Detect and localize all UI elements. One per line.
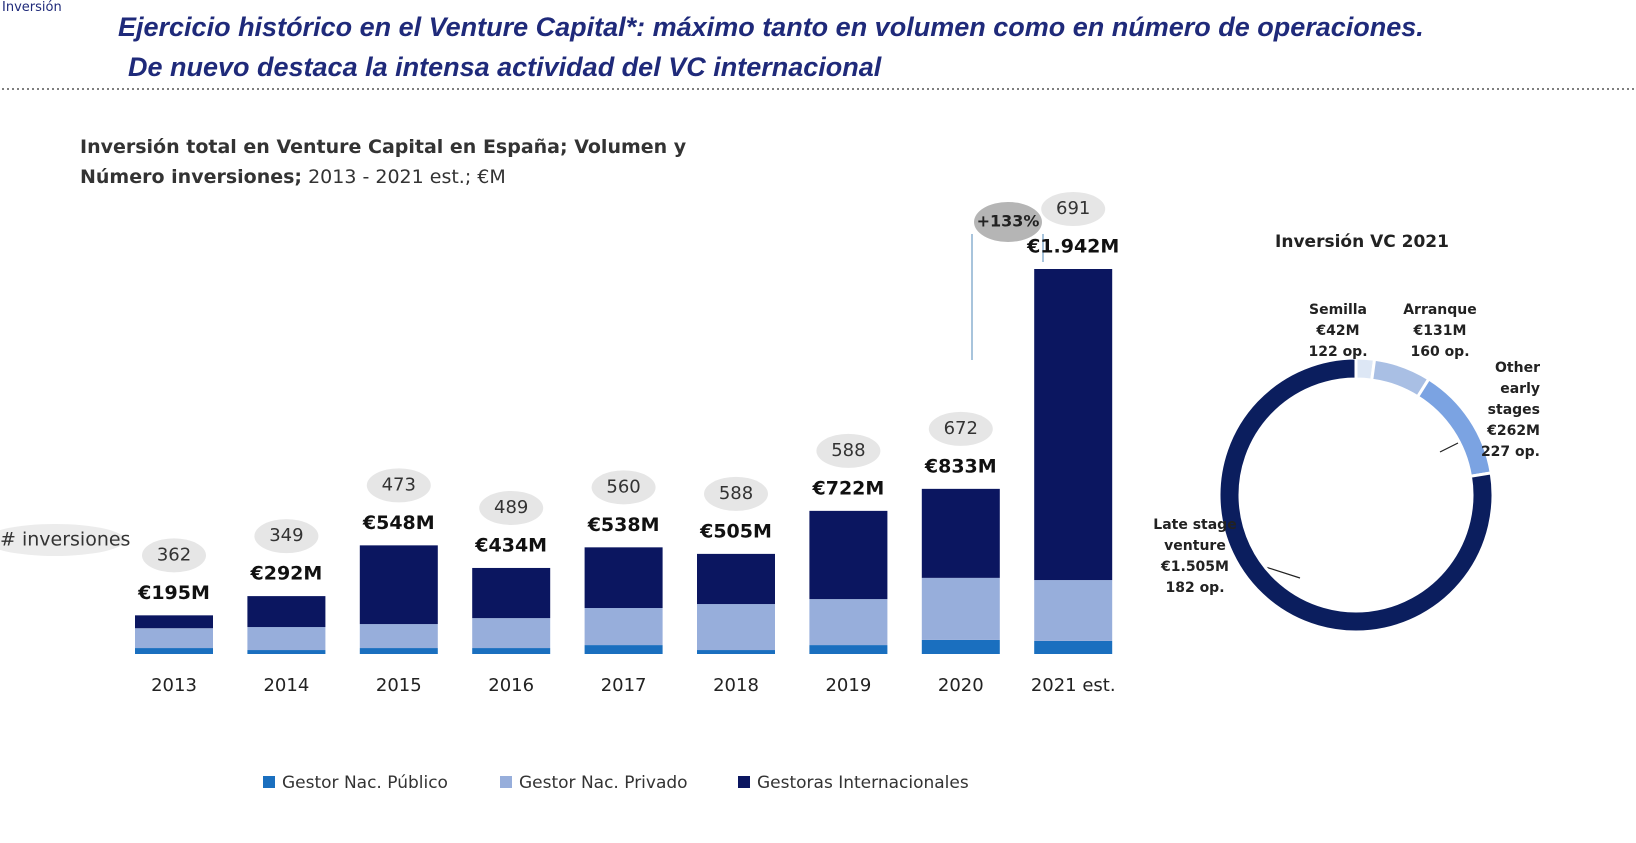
legend-swatch — [263, 776, 275, 788]
count-badge — [1041, 192, 1106, 226]
donut-label: Other early stages €262M 227 op. — [1478, 358, 1540, 463]
bar-segment — [1034, 580, 1113, 641]
bar-segment — [1034, 269, 1113, 581]
bar-segment — [584, 608, 663, 646]
count-badge — [816, 433, 881, 468]
bar-segment — [247, 650, 326, 654]
bar-segment — [697, 604, 775, 651]
x-tick-label: 2021 est. — [1031, 675, 1116, 696]
bar-segment — [809, 645, 888, 654]
operations-label: # inversiones — [0, 529, 130, 551]
bar-segment — [247, 596, 326, 628]
ops-label: 227 op. — [1480, 444, 1540, 460]
bar-segment — [135, 648, 213, 654]
x-tick-label: 2013 — [151, 675, 197, 696]
bar-segment — [809, 510, 888, 600]
chart-title: Inversión total en Venture Capital en Es… — [80, 132, 720, 192]
total-label: €833M — [924, 455, 997, 477]
count-badge — [479, 490, 544, 525]
donut-title: Inversión VC 2021 — [1275, 232, 1449, 252]
ops-label: 160 op. — [1410, 344, 1470, 360]
subtitle: 2013 - 2021 est.; €M — [308, 166, 506, 188]
operations-count: 349 — [269, 525, 303, 546]
count-badge — [704, 476, 768, 511]
x-tick-label: 2016 — [488, 675, 534, 696]
x-tick-label: 2015 — [376, 675, 422, 696]
headline: Ejercicio histórico en el Venture Capita… — [118, 12, 1424, 42]
label: Arranque — [1403, 302, 1477, 318]
bar-segment — [135, 615, 213, 629]
legend-label: Gestor Nac. Privado — [519, 773, 688, 793]
total-label: €292M — [250, 563, 323, 585]
ops-label: 182 op. — [1165, 580, 1225, 596]
total-label: €538M — [587, 514, 660, 536]
value-label: €1.505M — [1161, 559, 1229, 575]
label: Late stage venture — [1153, 517, 1237, 554]
bar-segment — [359, 624, 438, 649]
count-badge — [928, 411, 993, 446]
ops-label: 122 op. — [1308, 344, 1368, 360]
bar-segment — [584, 547, 663, 609]
bar-segment — [359, 545, 438, 625]
bar-segment — [247, 627, 326, 651]
bar-segment — [472, 648, 551, 654]
count-badge — [591, 470, 656, 505]
donut-label: Semilla €42M 122 op. — [1298, 300, 1378, 363]
bar-segment — [135, 628, 213, 649]
operations-count: 588 — [831, 440, 865, 461]
legend-label: Gestor Nac. Público — [282, 773, 448, 793]
legend-swatch — [500, 776, 512, 788]
total-label: €434M — [474, 534, 547, 556]
total-label: €722M — [812, 477, 885, 499]
total-label: €505M — [699, 520, 772, 542]
count-badge — [366, 468, 431, 503]
bar-segment — [697, 553, 775, 605]
value-label: €42M — [1316, 323, 1360, 339]
operations-count: 489 — [494, 497, 528, 518]
annotation-badge — [974, 202, 1042, 242]
count-badge — [254, 519, 319, 554]
x-tick-label: 2017 — [601, 675, 647, 696]
operations-count: 560 — [606, 476, 640, 497]
bar-segment — [809, 599, 888, 646]
annotation: +133% — [977, 212, 1040, 231]
bar-segment — [921, 488, 1000, 578]
operations-count: 691 — [1056, 198, 1090, 219]
bar-segment — [472, 567, 551, 619]
x-tick-label: 2018 — [713, 675, 759, 696]
count-badge — [0, 524, 125, 556]
bar-segment — [697, 650, 775, 654]
count-badge — [142, 538, 206, 573]
x-tick-label: 2019 — [825, 675, 871, 696]
value-label: €262M — [1487, 423, 1540, 439]
section-label: Inversión — [2, 0, 62, 15]
total-label: €548M — [362, 512, 435, 534]
operations-count: 588 — [719, 483, 753, 504]
bar-segment — [472, 618, 551, 649]
label: Semilla — [1308, 302, 1367, 318]
operations-count: 672 — [944, 418, 978, 439]
title: Inversión total en Venture Capital en Es… — [80, 136, 687, 188]
headline: De nuevo destaca la intensa actividad de… — [128, 52, 882, 82]
total-label: €1.942M — [1026, 236, 1119, 258]
bar-segment — [1034, 640, 1113, 654]
value-label: €131M — [1413, 323, 1467, 339]
bar-segment — [584, 645, 663, 654]
operations-count: 362 — [157, 544, 191, 565]
operations-count: 473 — [382, 474, 416, 495]
legend-label: Gestoras Internacionales — [757, 773, 969, 793]
donut-slice — [1217, 356, 1495, 634]
total-label: €195M — [137, 582, 210, 604]
bar-segment — [921, 639, 1000, 654]
donut-label: Late stage venture €1.505M 182 op. — [1140, 515, 1250, 599]
label: Other early stages — [1487, 360, 1540, 418]
x-tick-label: 2020 — [938, 675, 984, 696]
bar-segment — [359, 648, 438, 654]
x-tick-label: 2014 — [263, 675, 309, 696]
donut-label: Arranque €131M 160 op. — [1395, 300, 1485, 363]
legend-swatch — [738, 776, 750, 788]
bar-segment — [921, 577, 1000, 640]
